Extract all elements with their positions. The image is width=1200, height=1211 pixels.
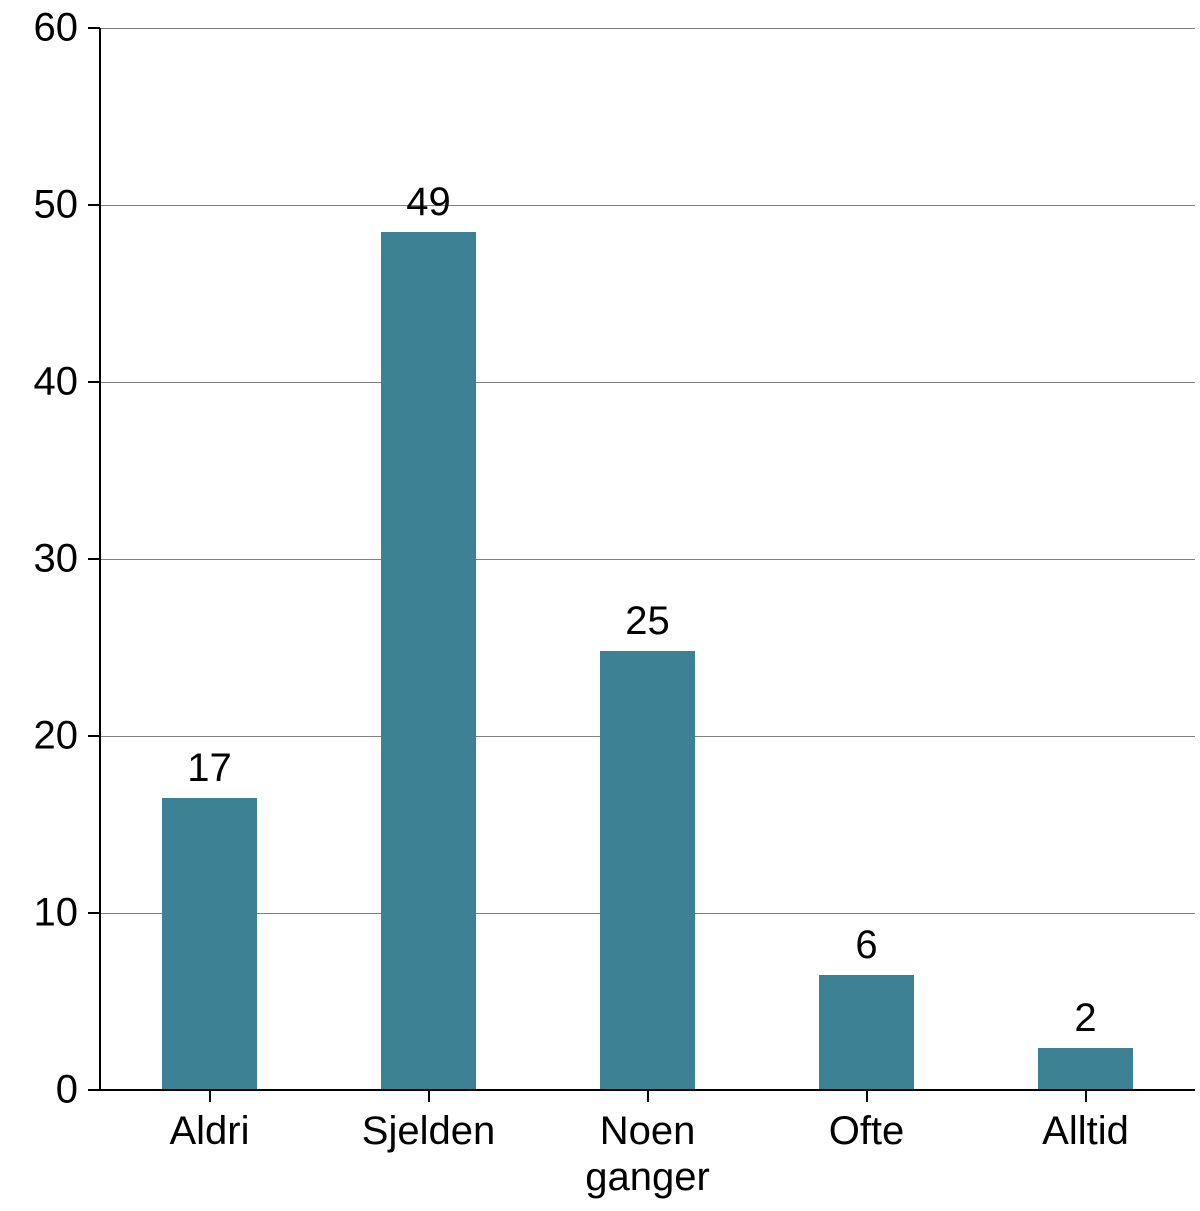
y-tick-label: 60 [34, 6, 79, 51]
x-tick-label: Ofte [829, 1108, 905, 1154]
bar [381, 232, 475, 1090]
x-tick-label: Noen ganger [585, 1108, 710, 1200]
bar-chart: 0 10 20 30 40 50 60 17 Aldri 49 Sjelden 25 Noen gang… [0, 0, 1200, 1211]
x-tick-mark [1085, 1090, 1087, 1102]
y-axis [99, 28, 101, 1090]
bar-value-label: 2 [1074, 996, 1096, 1041]
x-tick-label: Aldri [169, 1108, 249, 1154]
bar [819, 975, 913, 1090]
gridline [100, 205, 1195, 206]
bar-value-label: 25 [625, 599, 670, 644]
x-tick-label: Alltid [1042, 1108, 1129, 1154]
x-tick-label: Sjelden [362, 1108, 495, 1154]
bar-value-label: 17 [187, 746, 232, 791]
gridline [100, 28, 1195, 29]
gridline [100, 382, 1195, 383]
x-tick-mark [647, 1090, 649, 1102]
plot-area [100, 28, 1195, 1090]
y-tick-label: 40 [34, 360, 79, 405]
gridline [100, 559, 1195, 560]
y-tick-label: 10 [34, 891, 79, 936]
bar-value-label: 6 [855, 923, 877, 968]
x-tick-mark [209, 1090, 211, 1102]
bar-value-label: 49 [406, 180, 451, 225]
bar [600, 651, 694, 1090]
y-tick-label: 0 [56, 1068, 78, 1113]
x-tick-mark [428, 1090, 430, 1102]
y-tick-label: 50 [34, 183, 79, 228]
bar [1038, 1048, 1132, 1090]
x-tick-mark [866, 1090, 868, 1102]
y-tick-label: 30 [34, 537, 79, 582]
y-tick-label: 20 [34, 714, 79, 759]
bar [162, 798, 256, 1090]
